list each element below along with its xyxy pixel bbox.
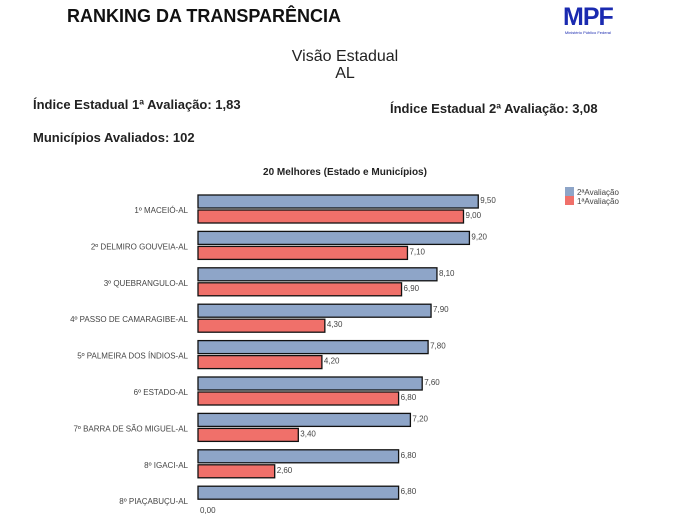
bar-second-evaluation bbox=[197, 303, 432, 318]
bar-second-evaluation bbox=[197, 485, 400, 500]
data-label: 9,00 bbox=[466, 211, 482, 220]
view-subtitle: Visão Estadual AL bbox=[0, 48, 690, 82]
page-title: RANKING DA TRANSPARÊNCIA bbox=[67, 6, 341, 26]
category-label: 3º QUEBRANGULO-AL bbox=[104, 279, 189, 288]
category-label: 7º BARRA DE SÃO MIGUEL-AL bbox=[73, 424, 188, 433]
data-label: 0,00 bbox=[200, 506, 216, 514]
data-label: 7,60 bbox=[424, 378, 440, 387]
data-label: 6,80 bbox=[401, 393, 417, 402]
bar-first-evaluation bbox=[197, 427, 299, 443]
category-label: 8º IGACI-AL bbox=[144, 461, 188, 470]
legend-label: 2ªAvaliação bbox=[577, 188, 620, 197]
category-label: 4º PASSO DE CAMARAGIBE-AL bbox=[70, 315, 188, 324]
data-label: 7,20 bbox=[412, 414, 428, 423]
data-label: 6,80 bbox=[401, 487, 417, 496]
chart-title: 20 Melhores (Estado e Municípios) bbox=[263, 167, 427, 178]
bar-second-evaluation bbox=[197, 230, 471, 246]
category-label: 6º ESTADO-AL bbox=[134, 388, 189, 397]
data-label: 9,50 bbox=[480, 196, 496, 205]
bar-second-evaluation bbox=[197, 376, 423, 391]
data-label: 7,90 bbox=[433, 305, 449, 314]
legend-label: 1ªAvaliação bbox=[577, 197, 620, 206]
category-label: 2º DELMIRO GOUVEIA-AL bbox=[91, 242, 189, 251]
bar-first-evaluation bbox=[197, 209, 465, 224]
logo-text: MPF bbox=[563, 3, 614, 31]
view-label: Visão Estadual bbox=[291, 48, 399, 65]
bar-first-evaluation bbox=[197, 245, 409, 261]
data-label: 6,90 bbox=[404, 284, 420, 293]
data-label: 7,10 bbox=[409, 247, 425, 256]
data-label: 4,30 bbox=[327, 320, 343, 329]
bar-second-evaluation bbox=[197, 449, 400, 464]
category-label: 5º PALMEIRA DOS ÍNDIOS-AL bbox=[77, 352, 188, 361]
bar-first-evaluation bbox=[197, 391, 400, 406]
bar-second-evaluation bbox=[197, 339, 429, 355]
bar-second-evaluation bbox=[197, 412, 412, 428]
state-label: AL bbox=[335, 65, 355, 82]
data-label: 9,20 bbox=[471, 232, 487, 241]
state-index-1: Índice Estadual 1ª Avaliação: 1,83 bbox=[33, 97, 241, 112]
municipalities-count: Municípios Avaliados: 102 bbox=[33, 130, 195, 145]
bar-first-evaluation bbox=[197, 282, 403, 297]
data-label: 2,60 bbox=[277, 466, 293, 475]
category-label: 1º MACEIÓ-AL bbox=[134, 206, 188, 215]
logo-subtext: Ministério Público Federal bbox=[564, 30, 611, 35]
category-label: 8º PIAÇABUÇU-AL bbox=[119, 497, 188, 506]
bar-second-evaluation bbox=[197, 194, 479, 209]
data-label: 8,10 bbox=[439, 269, 455, 278]
data-label: 6,80 bbox=[401, 451, 417, 460]
legend-swatch bbox=[565, 187, 574, 196]
data-label: 4,20 bbox=[324, 357, 340, 366]
legend-swatch bbox=[565, 196, 574, 205]
mpf-logo: MPF Ministério Público Federal bbox=[563, 3, 614, 35]
bar-first-evaluation bbox=[197, 318, 326, 333]
bar-first-evaluation bbox=[197, 354, 323, 370]
bar-first-evaluation bbox=[197, 464, 276, 479]
bar-second-evaluation bbox=[197, 267, 438, 282]
data-label: 7,80 bbox=[430, 342, 446, 351]
state-index-2: Índice Estadual 2ª Avaliação: 3,08 bbox=[390, 101, 598, 116]
data-label: 3,40 bbox=[300, 429, 316, 438]
